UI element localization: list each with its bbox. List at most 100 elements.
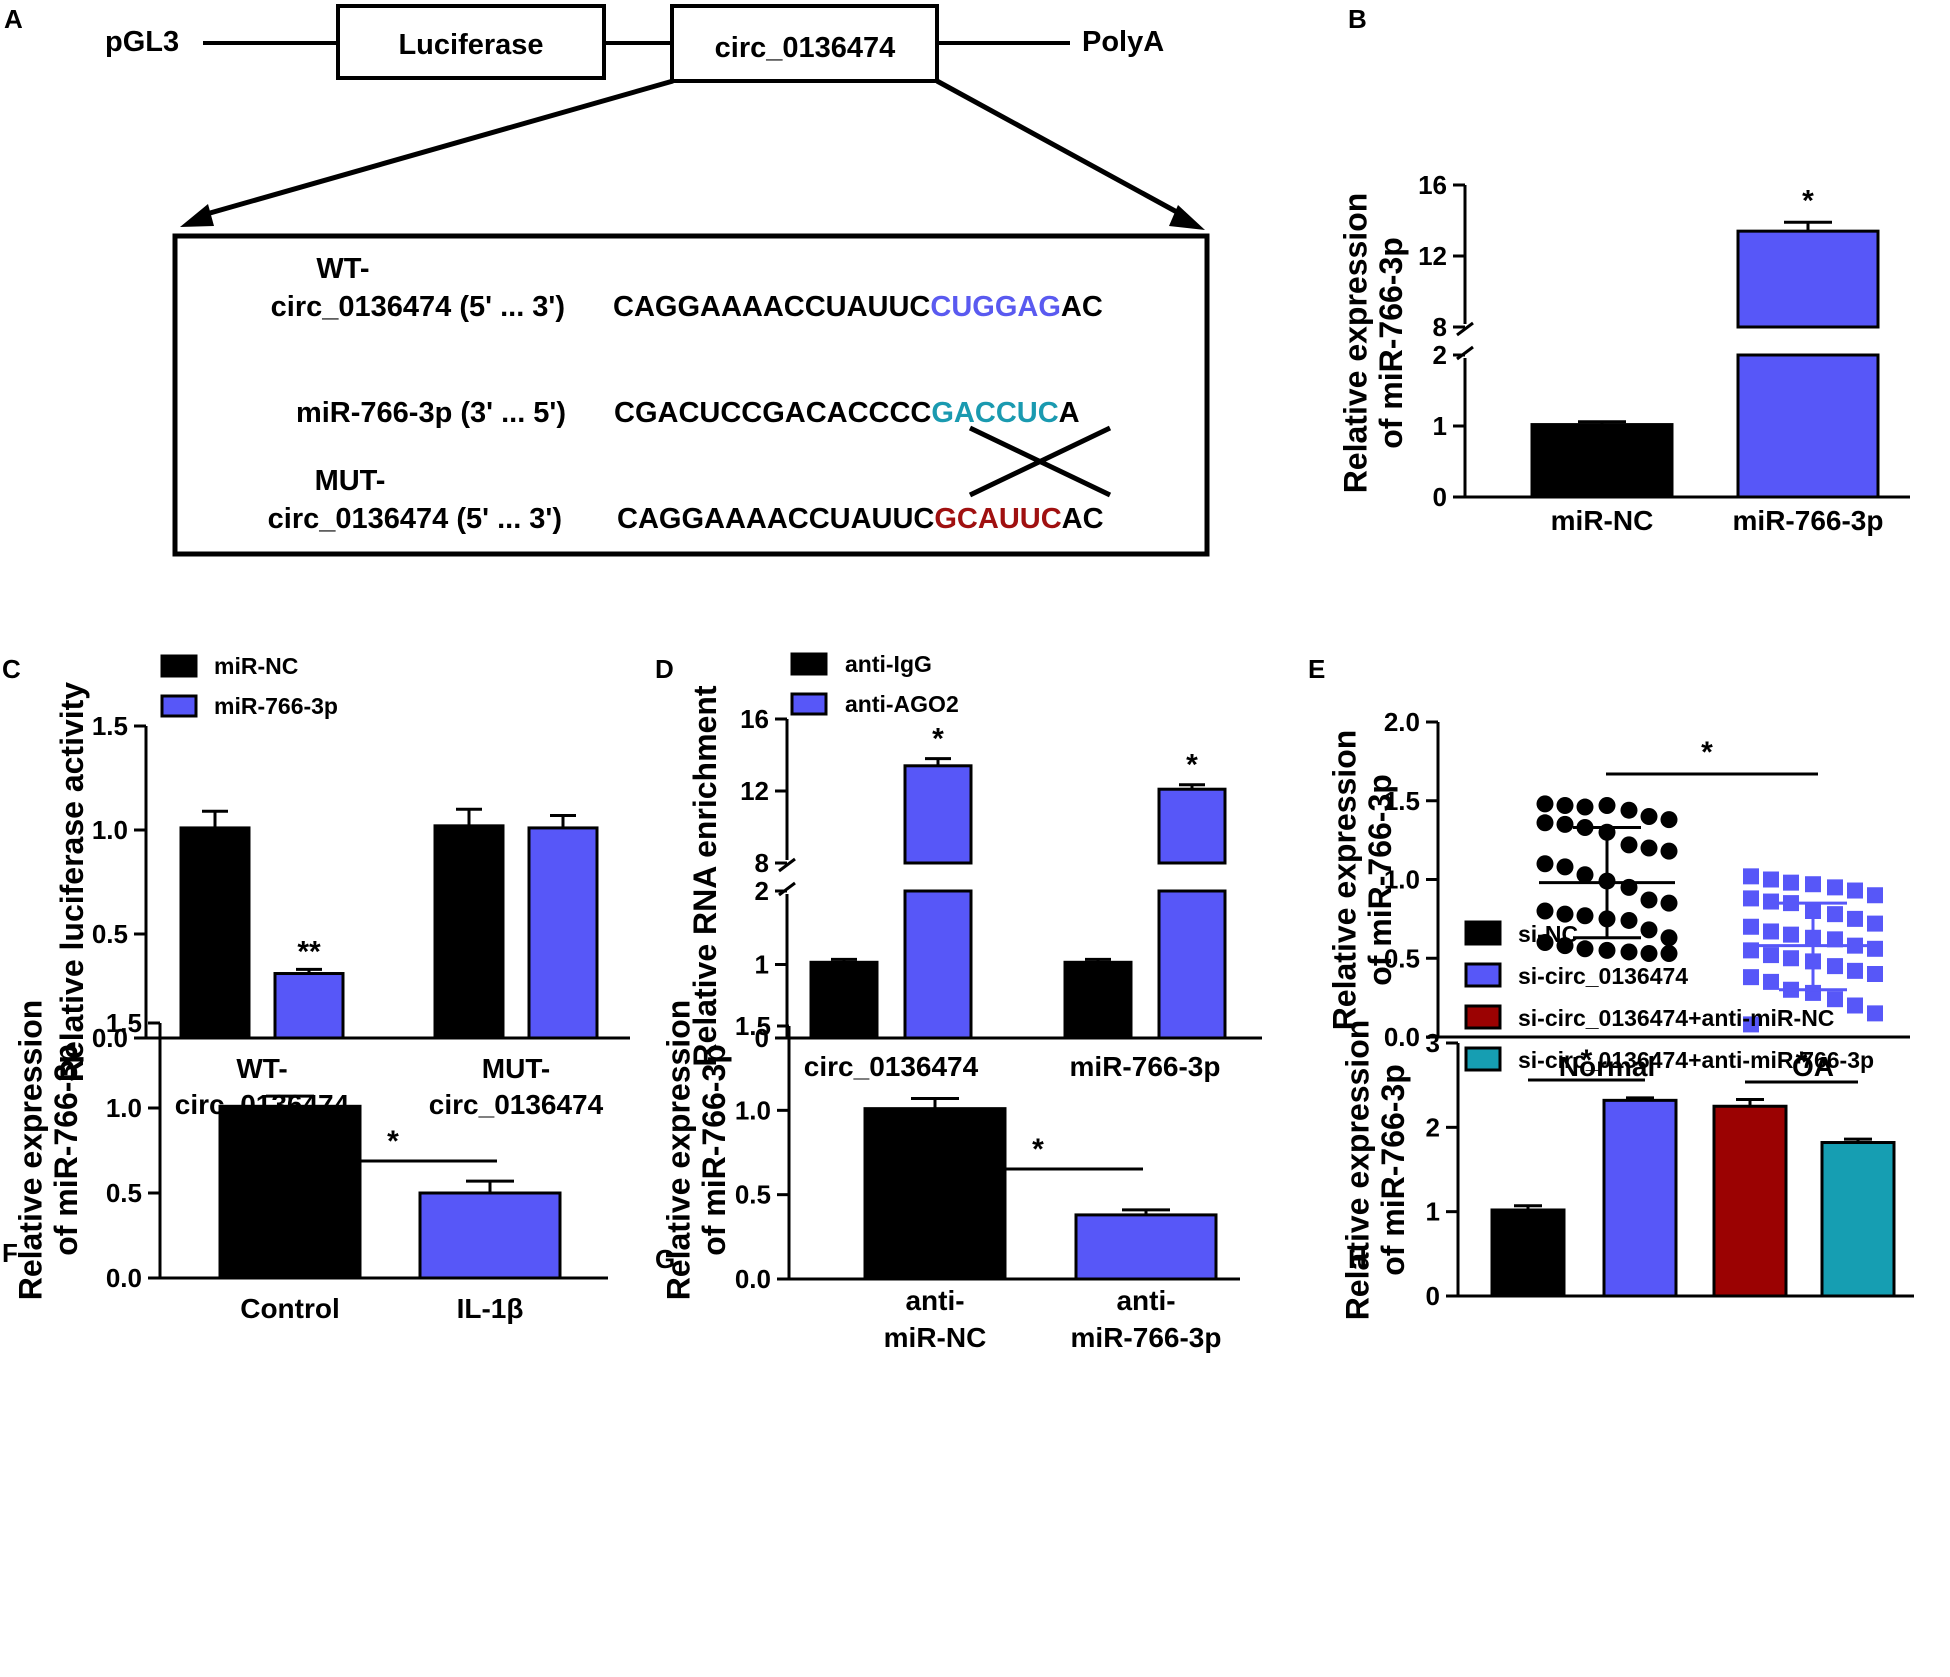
data-point: [1660, 842, 1678, 860]
data-point: [1743, 918, 1759, 935]
significance-mark: *: [1186, 749, 1198, 782]
x-tick-label: Normal: [1559, 1051, 1655, 1082]
y-tick-label: 1.5: [92, 711, 128, 741]
data-point: [1763, 893, 1779, 910]
y-tick-label: 0.5: [92, 919, 128, 949]
panel-g: G 0.0 0.5 1.0 1.5 anti-miR-NC anti-miR-766-3p *…: [655, 1000, 1240, 1353]
zoom-arrow-left: [195, 78, 674, 220]
y-tick-label: 0.0: [106, 1263, 142, 1293]
y-tick-label: 2: [1426, 1112, 1440, 1142]
x-tick-label: anti-: [905, 1285, 964, 1316]
data-point: [1763, 947, 1779, 964]
circ-label: circ_0136474: [715, 32, 896, 64]
y-axis-label: of miR-766-3p: [1373, 237, 1409, 449]
data-point: [1763, 871, 1779, 888]
y-tick-label: 1.0: [1384, 865, 1420, 895]
data-point: [1536, 855, 1554, 873]
axis-break-mark: [1456, 345, 1474, 361]
x-tick-label: circ_0136474: [429, 1089, 604, 1120]
axis-break-mark: [778, 857, 796, 873]
luciferase-label: Luciferase: [398, 29, 543, 61]
data-point: [1660, 929, 1678, 947]
data-point: [1847, 997, 1863, 1014]
bar: [273, 972, 345, 1040]
data-point: [1847, 910, 1863, 927]
wt-sequence: CAGGAAAACCUAUUCCUGGAGAC: [613, 291, 1103, 323]
panel-letter: G: [655, 1244, 675, 1274]
bar: [1490, 1208, 1566, 1298]
legend-swatch: [790, 692, 828, 716]
panel-letter: D: [655, 654, 674, 684]
bar: [809, 960, 879, 1040]
mir-seq-pre: CGACUCCGACACCCC: [614, 397, 931, 429]
significance-mark: *: [1701, 736, 1713, 769]
data-point: [1763, 973, 1779, 990]
y-tick-label: 1.5: [735, 1011, 771, 1041]
y-axis-label: Relative expression: [660, 1000, 696, 1301]
bar: [1074, 1213, 1218, 1281]
panel-letter: H: [1348, 1244, 1367, 1274]
data-point: [1783, 926, 1799, 943]
x-tick-label: Control: [240, 1293, 340, 1324]
significance-mark: *: [1581, 1044, 1593, 1077]
x-tick-label: WT-: [236, 1053, 287, 1084]
mir-seq-post: A: [1059, 397, 1080, 429]
x-tick-label: anti-: [1116, 1285, 1175, 1316]
mut-sequence: CAGGAAAACCUAUUCGCAUUCAC: [617, 503, 1104, 535]
bar-lower: [1736, 353, 1880, 499]
y-tick-label: 0.0: [92, 1023, 128, 1053]
y-tick-label: 1.5: [1384, 786, 1420, 816]
mut-seq-site: GCAUUC: [934, 503, 1061, 535]
y-axis-label: of miR-766-3p: [1375, 1064, 1411, 1276]
wt-seq-post: AC: [1061, 291, 1103, 323]
y-tick-label: 0: [755, 1023, 769, 1053]
y-tick-label: 0.5: [1384, 943, 1420, 973]
data-point: [1867, 966, 1883, 982]
y-tick-label: 12: [1418, 241, 1447, 271]
significance-mark: *: [1802, 184, 1814, 217]
wt-seq-pre: CAGGAAAACCUAUUC: [613, 291, 930, 323]
y-tick-label: 16: [740, 704, 769, 734]
data-point: [1598, 796, 1616, 814]
y-axis-label: of miR-766-3p: [1362, 774, 1398, 986]
pgl3-label: pGL3: [105, 26, 179, 58]
data-point: [1867, 940, 1883, 957]
mutation-cross-2: [968, 425, 1112, 498]
panel-letter: B: [1348, 4, 1367, 34]
legend-label: si-circ_0136474+anti-miR-766-3p: [1518, 1047, 1874, 1073]
y-tick-label: 1.0: [735, 1095, 771, 1125]
data-point: [1620, 911, 1638, 929]
bar-upper: [1736, 229, 1880, 329]
data-point: [1536, 814, 1554, 832]
data-point: [1620, 836, 1638, 854]
data-point: [1640, 891, 1658, 909]
y-tick-label: 0.0: [735, 1264, 771, 1294]
significance-mark: *: [1796, 1046, 1808, 1079]
zoom-arrow-right: [935, 78, 1188, 220]
data-point: [1743, 868, 1759, 885]
legend-label: anti-IgG: [845, 651, 932, 677]
data-point: [1763, 923, 1779, 940]
data-point: [1640, 808, 1658, 825]
panel-a-letter: A: [4, 4, 23, 34]
data-point: [1783, 874, 1799, 891]
mut-seq-post: AC: [1062, 503, 1104, 535]
data-point: [1640, 839, 1658, 857]
bar-upper: [903, 764, 973, 865]
data-point: [1536, 902, 1554, 920]
axis-break-mark: [778, 881, 796, 897]
legend-swatch: [1464, 1004, 1502, 1030]
y-axis-label: of miR-766-3p: [48, 1044, 84, 1256]
legend-swatch: [1464, 962, 1502, 988]
data-point: [1556, 858, 1574, 876]
data-point: [1827, 991, 1843, 1008]
panel-letter: C: [2, 654, 21, 684]
bar-upper: [1157, 787, 1227, 865]
x-tick-label: miR-766-3p: [1070, 1051, 1221, 1082]
legend-swatch: [1464, 920, 1502, 946]
y-axis-label: Relative expression: [12, 1000, 48, 1301]
panel-a: A pGL3 Luciferase circ_0136474 PolyA WT-…: [4, 4, 1210, 557]
wt-label-1: WT-: [316, 253, 369, 285]
